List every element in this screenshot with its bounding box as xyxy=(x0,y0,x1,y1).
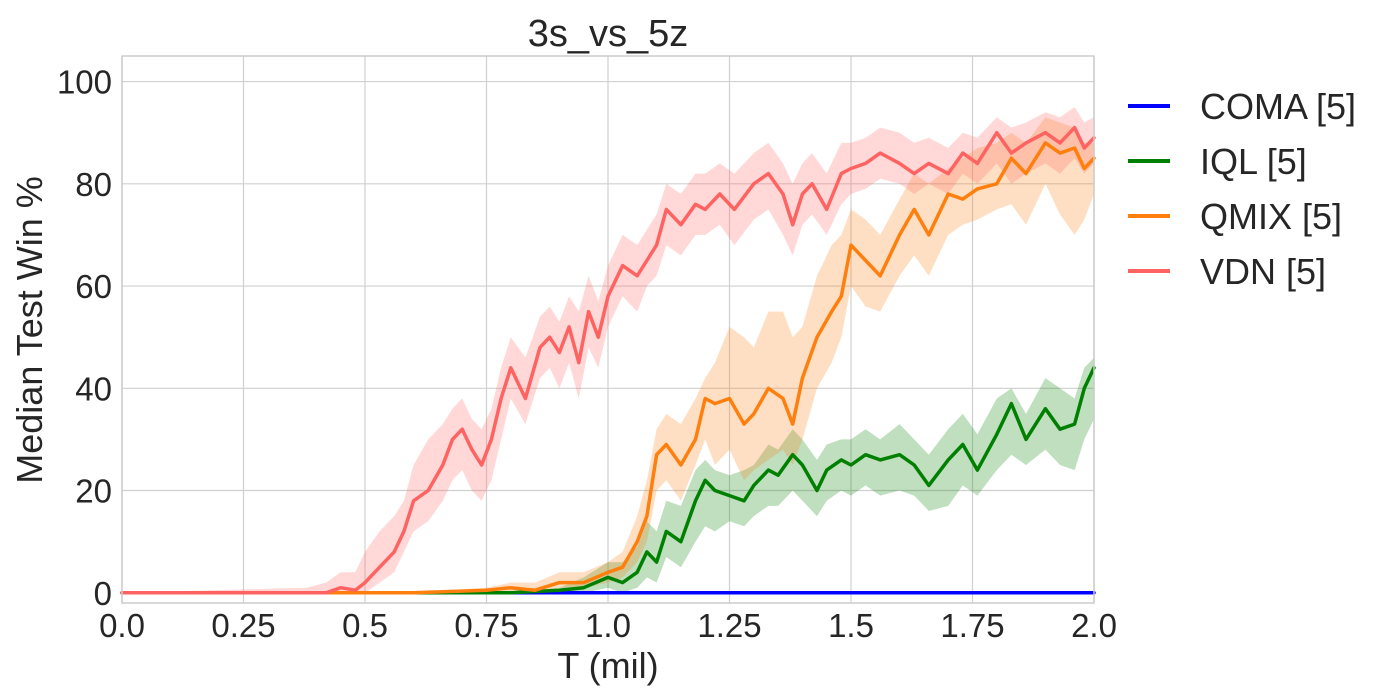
y-axis-label: Median Test Win % xyxy=(9,176,50,483)
chart-title: 3s_vs_5z xyxy=(528,13,689,55)
x-tick-label: 1.5 xyxy=(828,607,874,644)
y-tick-label: 20 xyxy=(75,473,112,510)
x-axis-label: T (mil) xyxy=(557,645,658,686)
legend-label: QMIX [5] xyxy=(1200,196,1342,237)
series-lines xyxy=(120,125,1096,595)
x-tick-label: 0.25 xyxy=(211,607,275,644)
confidence-band-2 xyxy=(122,117,1094,593)
x-tick-label: 1.25 xyxy=(697,607,761,644)
x-tick-labels: 0.0 0.25 0.5 0.75 1.0 1.25 1.5 1.75 2.0 xyxy=(99,607,1117,644)
legend-label: IQL [5] xyxy=(1200,141,1307,182)
legend-label: COMA [5] xyxy=(1200,86,1356,127)
x-tick-label: 1.0 xyxy=(585,607,631,644)
y-tick-label: 80 xyxy=(75,166,112,203)
y-tick-label: 0 xyxy=(94,575,112,612)
x-tick-label: 0.0 xyxy=(99,607,145,644)
plot-frame xyxy=(121,55,1095,604)
y-tick-label: 100 xyxy=(57,64,112,101)
series-line-3 xyxy=(120,125,1096,595)
confidence-band-3 xyxy=(122,107,1094,593)
x-tick-label: 1.75 xyxy=(940,607,1004,644)
legend: COMA [5] IQL [5] QMIX [5] VDN [5] xyxy=(1128,86,1356,292)
x-tick-label: 2.0 xyxy=(1071,607,1117,644)
x-tick-label: 0.5 xyxy=(342,607,388,644)
x-tick-label: 0.75 xyxy=(454,607,518,644)
confidence-band-1 xyxy=(122,357,1094,593)
y-tick-label: 60 xyxy=(75,268,112,305)
series-line-1 xyxy=(120,366,1096,595)
legend-label: VDN [5] xyxy=(1200,251,1326,292)
series-line-2 xyxy=(120,141,1096,595)
y-tick-labels: 0 20 40 60 80 100 xyxy=(57,64,112,612)
y-tick-label: 40 xyxy=(75,370,112,407)
confidence-bands xyxy=(122,107,1094,593)
